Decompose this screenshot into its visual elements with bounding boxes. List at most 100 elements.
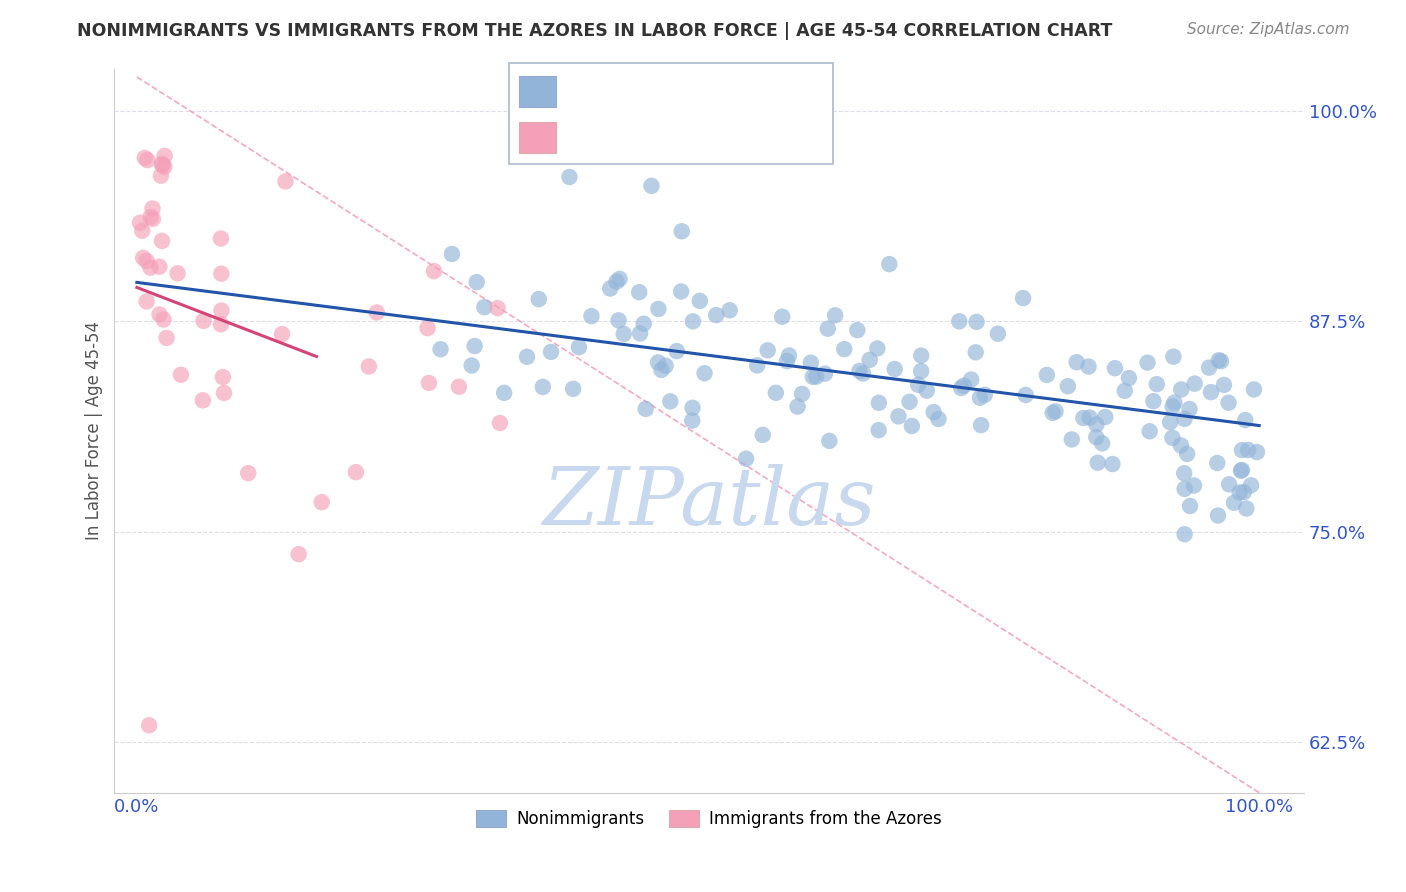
Point bbox=[1085, 417, 1108, 432]
Point bbox=[647, 301, 669, 316]
FancyBboxPatch shape bbox=[509, 63, 834, 164]
Point bbox=[628, 285, 651, 300]
Point bbox=[1184, 376, 1206, 391]
Point bbox=[883, 362, 905, 376]
Point bbox=[681, 414, 703, 428]
Point bbox=[209, 318, 232, 332]
Point bbox=[927, 412, 949, 426]
Point bbox=[682, 314, 704, 328]
Point bbox=[418, 376, 440, 390]
Legend: Nonimmigrants, Immigrants from the Azores: Nonimmigrants, Immigrants from the Azore… bbox=[470, 804, 949, 835]
Point bbox=[429, 343, 451, 357]
Point bbox=[131, 224, 153, 238]
Point bbox=[832, 342, 855, 356]
Point bbox=[1199, 385, 1222, 400]
Point bbox=[1142, 394, 1164, 409]
Point bbox=[1173, 467, 1195, 481]
Point bbox=[474, 300, 496, 314]
Point bbox=[634, 401, 657, 416]
Point bbox=[790, 387, 813, 401]
Point bbox=[950, 381, 973, 395]
Point bbox=[650, 363, 672, 377]
Point bbox=[1209, 354, 1232, 368]
Point bbox=[1218, 395, 1240, 409]
Point bbox=[1173, 412, 1195, 426]
Point bbox=[209, 303, 232, 318]
Point bbox=[271, 327, 294, 342]
Point bbox=[155, 331, 177, 345]
Point bbox=[238, 466, 260, 480]
Point bbox=[465, 275, 488, 289]
Point bbox=[149, 169, 172, 183]
Point bbox=[814, 367, 837, 381]
Point bbox=[665, 344, 688, 359]
Point bbox=[1161, 400, 1184, 414]
Point bbox=[922, 405, 945, 419]
Point bbox=[689, 293, 711, 308]
Point bbox=[898, 394, 921, 409]
Point bbox=[910, 364, 932, 378]
Point bbox=[134, 151, 156, 165]
Point bbox=[605, 275, 627, 289]
Point bbox=[1163, 350, 1185, 364]
Point bbox=[447, 380, 470, 394]
Text: ZIPatlas: ZIPatlas bbox=[543, 464, 876, 541]
Point bbox=[1243, 383, 1265, 397]
Point bbox=[1246, 445, 1268, 459]
Point bbox=[568, 340, 591, 354]
Point bbox=[776, 354, 799, 368]
Point bbox=[1230, 464, 1253, 478]
Point bbox=[494, 385, 516, 400]
Point bbox=[866, 342, 889, 356]
Point bbox=[659, 394, 682, 409]
Point bbox=[274, 174, 297, 188]
Point bbox=[647, 355, 669, 369]
Point bbox=[669, 285, 692, 299]
Point bbox=[1230, 463, 1253, 477]
Point bbox=[1178, 402, 1201, 417]
Point bbox=[1060, 433, 1083, 447]
Point bbox=[859, 352, 882, 367]
Point bbox=[671, 224, 693, 238]
Point bbox=[1159, 415, 1181, 429]
Point bbox=[770, 310, 793, 324]
Point bbox=[166, 266, 188, 280]
Point bbox=[628, 326, 651, 341]
Point bbox=[141, 202, 163, 216]
Point bbox=[581, 309, 603, 323]
Point bbox=[1234, 413, 1257, 427]
Point bbox=[540, 345, 562, 359]
Text: R = -0.530   N = 147: R = -0.530 N = 147 bbox=[572, 82, 785, 101]
Point bbox=[460, 359, 482, 373]
Point bbox=[150, 234, 173, 248]
Point bbox=[848, 364, 870, 378]
Point bbox=[153, 160, 176, 174]
Point bbox=[212, 370, 235, 384]
Point bbox=[139, 210, 162, 224]
Point bbox=[516, 350, 538, 364]
Text: NONIMMIGRANTS VS IMMIGRANTS FROM THE AZORES IN LABOR FORCE | AGE 45-54 CORRELATI: NONIMMIGRANTS VS IMMIGRANTS FROM THE AZO… bbox=[77, 22, 1112, 40]
Point bbox=[953, 378, 976, 392]
Point bbox=[806, 369, 828, 384]
Point bbox=[613, 326, 636, 341]
Point bbox=[960, 372, 983, 386]
Point bbox=[152, 158, 174, 172]
Point bbox=[558, 169, 581, 184]
Bar bbox=[519, 122, 555, 153]
Point bbox=[868, 396, 890, 410]
Point bbox=[654, 359, 676, 373]
Point bbox=[801, 369, 824, 384]
Point bbox=[357, 359, 380, 374]
Point bbox=[718, 303, 741, 318]
Point bbox=[1174, 482, 1197, 496]
Point bbox=[344, 465, 367, 479]
Point bbox=[440, 247, 463, 261]
Point bbox=[209, 267, 232, 281]
Point bbox=[1078, 410, 1101, 425]
Point bbox=[1085, 430, 1108, 444]
Point bbox=[287, 547, 309, 561]
Point bbox=[901, 419, 924, 434]
Point bbox=[1056, 379, 1078, 393]
Point bbox=[1146, 377, 1168, 392]
Point bbox=[973, 388, 995, 402]
